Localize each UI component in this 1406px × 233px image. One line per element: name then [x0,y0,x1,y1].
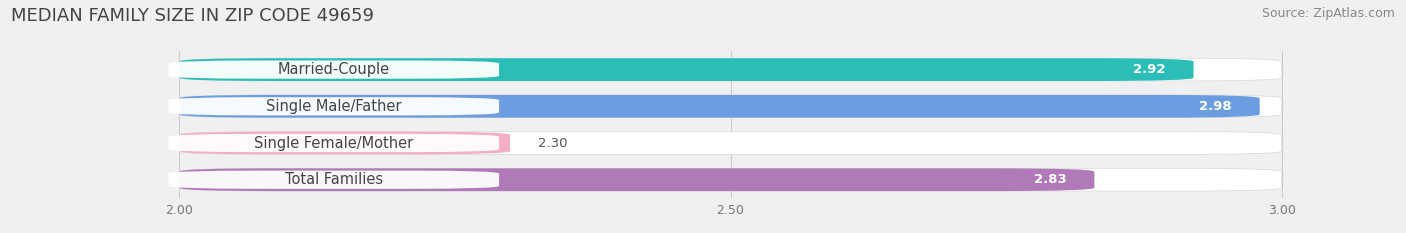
Text: 2.92: 2.92 [1133,63,1166,76]
Text: Single Female/Mother: Single Female/Mother [254,136,413,151]
FancyBboxPatch shape [180,132,510,154]
FancyBboxPatch shape [180,168,1094,191]
FancyBboxPatch shape [169,97,499,115]
FancyBboxPatch shape [169,134,499,152]
Text: Single Male/Father: Single Male/Father [266,99,402,114]
Text: 2.30: 2.30 [537,137,567,150]
Text: MEDIAN FAMILY SIZE IN ZIP CODE 49659: MEDIAN FAMILY SIZE IN ZIP CODE 49659 [11,7,374,25]
Text: Source: ZipAtlas.com: Source: ZipAtlas.com [1261,7,1395,20]
Text: Married-Couple: Married-Couple [277,62,389,77]
FancyBboxPatch shape [169,61,499,79]
Text: Total Families: Total Families [284,172,382,187]
FancyBboxPatch shape [169,171,499,189]
FancyBboxPatch shape [180,168,1282,191]
Text: 2.98: 2.98 [1199,100,1232,113]
FancyBboxPatch shape [180,95,1260,118]
FancyBboxPatch shape [180,58,1282,81]
Text: 2.83: 2.83 [1033,173,1067,186]
FancyBboxPatch shape [180,132,1282,154]
FancyBboxPatch shape [180,58,1194,81]
FancyBboxPatch shape [180,95,1282,118]
